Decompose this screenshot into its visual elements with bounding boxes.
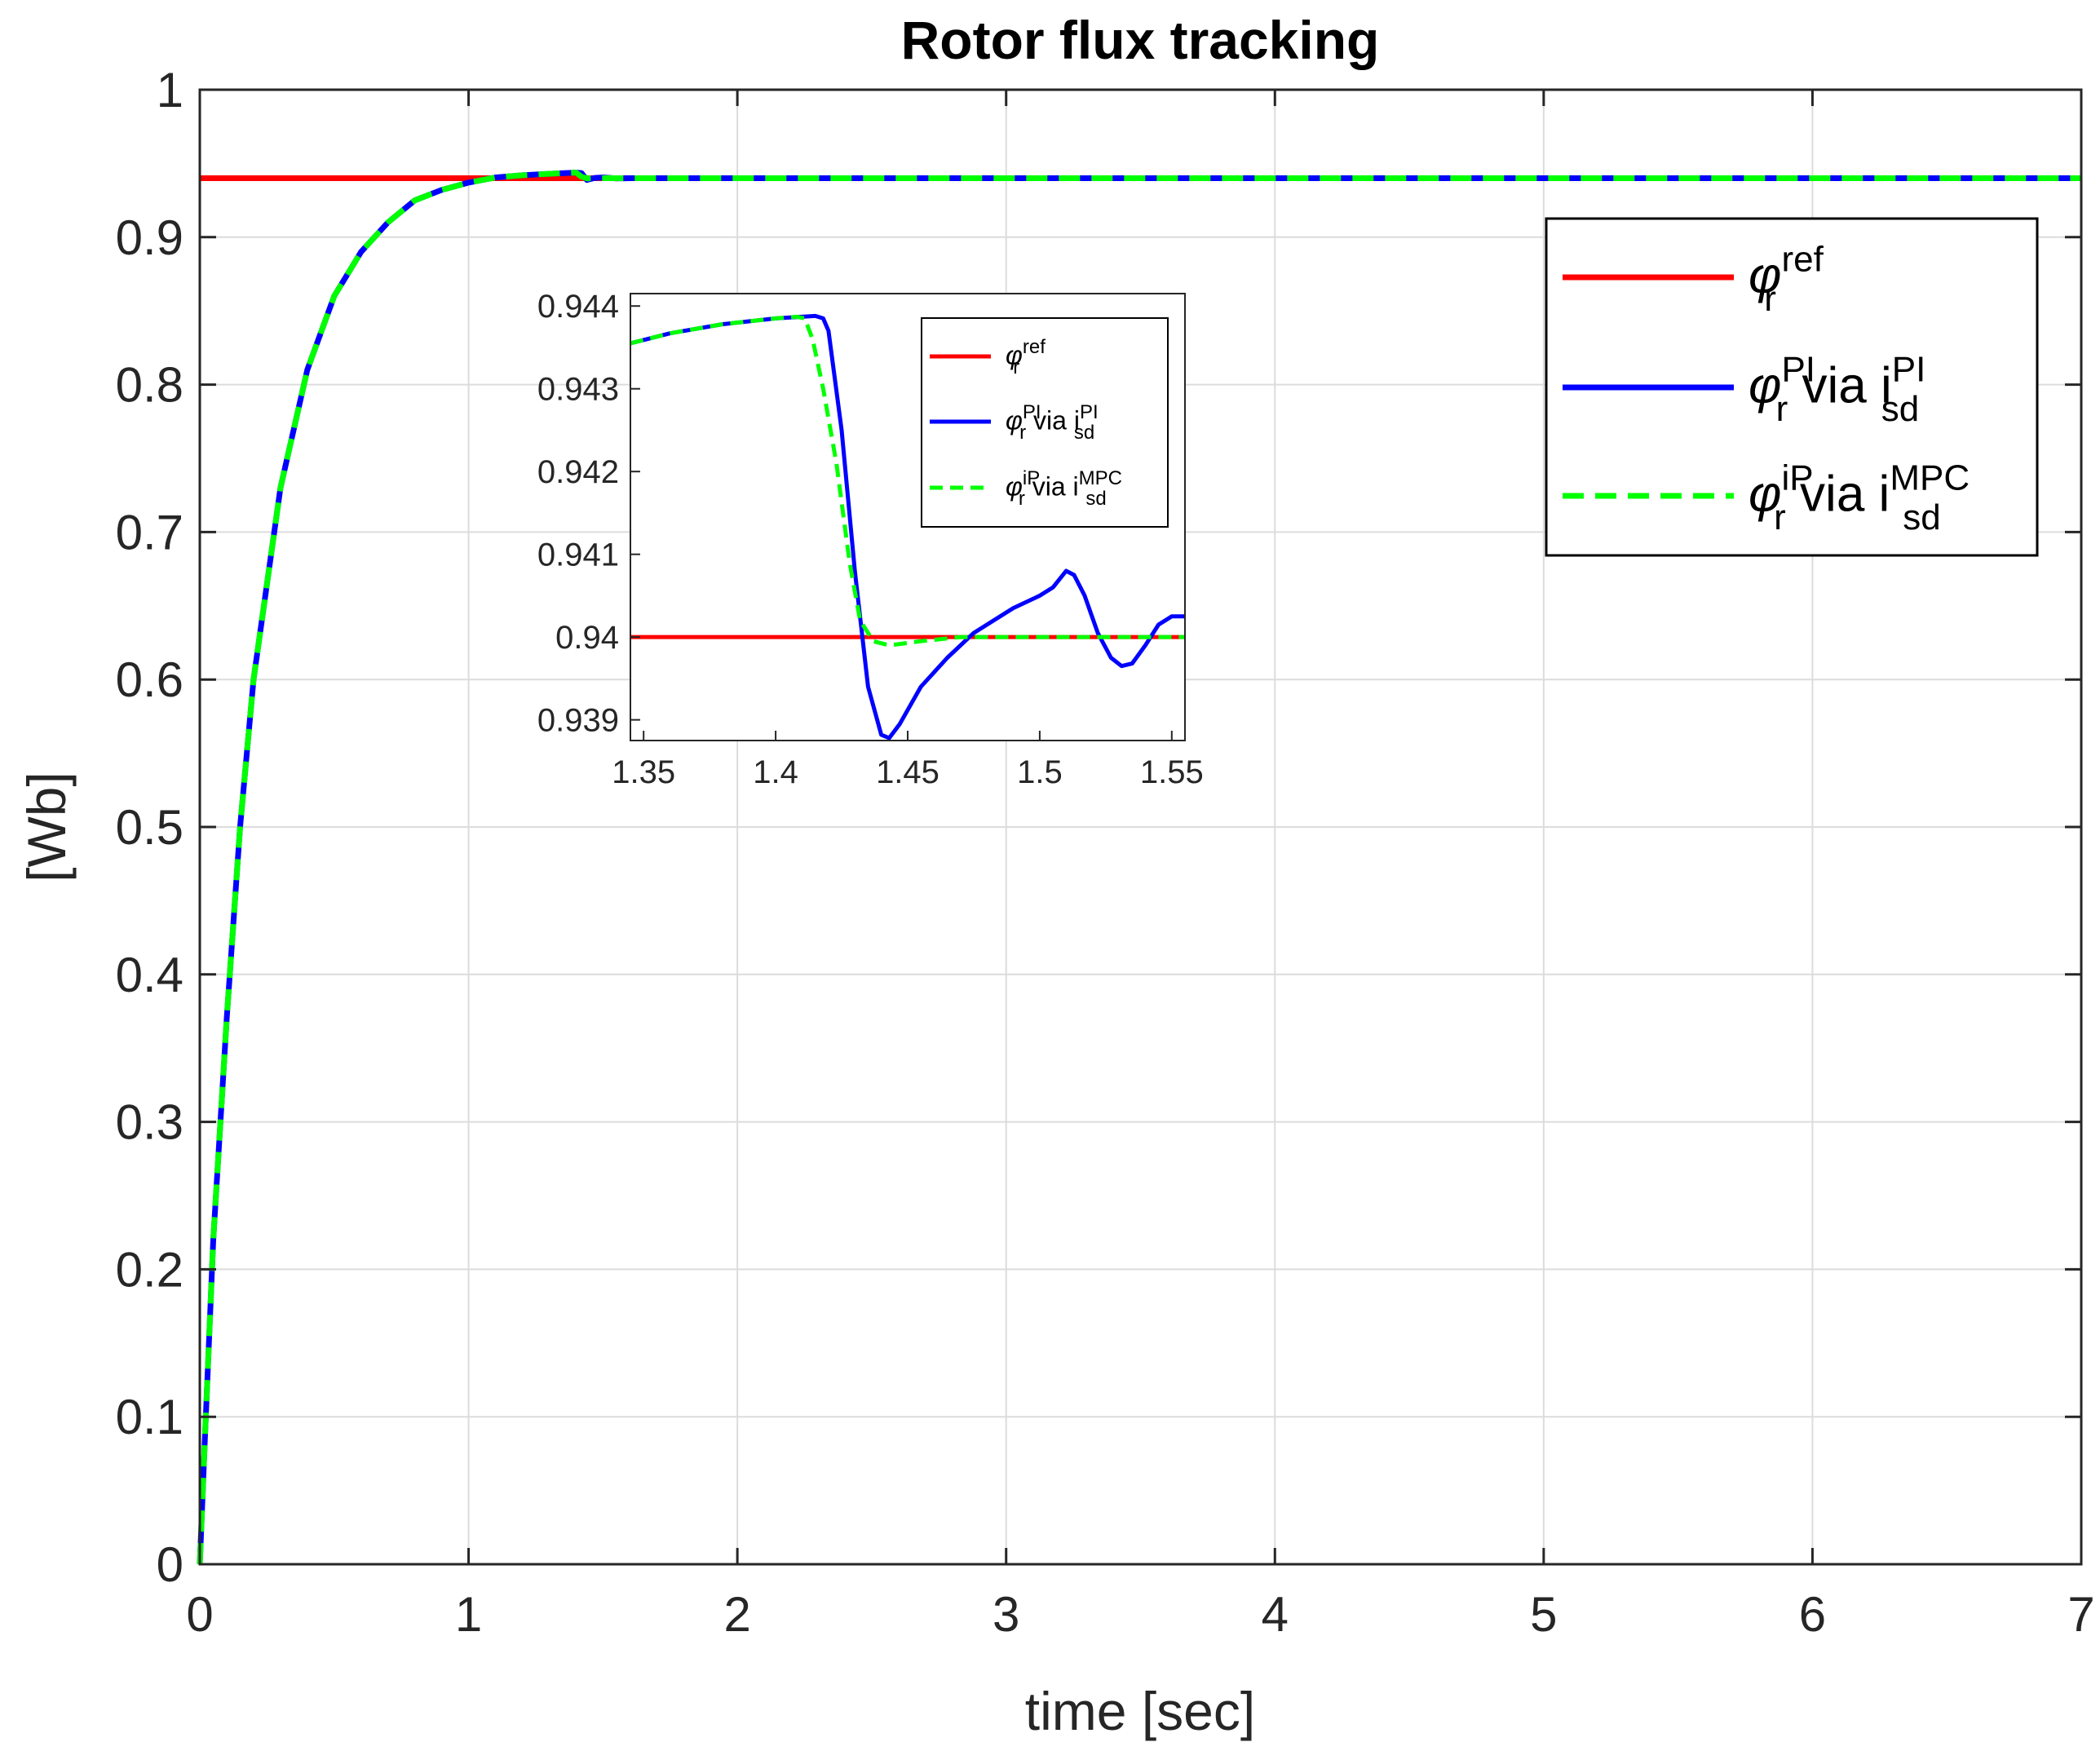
x-tick-label: 6 [1799, 1587, 1826, 1642]
inset-x-tick-label: 1.4 [753, 754, 798, 790]
y-axis-label: [Wb] [16, 772, 77, 882]
inset-plot-lines [630, 313, 1185, 741]
x-tick-label: 4 [1262, 1587, 1289, 1642]
inset-x-tick-label: 1.45 [876, 754, 939, 790]
main-ticks: 0 1 2 3 4 5 6 7 0 0.1 0.2 0.3 0.4 0.5 0.6 0.7 0.8 0.9 1 [116, 63, 2095, 1642]
x-tick-label: 2 [723, 1587, 750, 1642]
y-tick-label: 0.7 [116, 505, 183, 559]
inset-series-2 [630, 313, 1185, 741]
y-tick-label: 0 [157, 1537, 183, 1592]
inset-y-tick-label: 0.943 [537, 372, 619, 408]
y-tick-label: 0.4 [116, 948, 183, 1002]
inset-x-tick-label: 1.55 [1140, 754, 1204, 790]
inset-y-tick-label: 0.944 [537, 289, 619, 325]
y-tick-label: 0.3 [116, 1095, 183, 1150]
inset-series-3 [630, 314, 1185, 648]
inset-y-tick-label: 0.941 [537, 537, 619, 573]
inset-x-tick-label: 1.35 [612, 754, 675, 790]
y-tick-label: 0.8 [116, 358, 183, 413]
y-tick-label: 0.6 [116, 652, 183, 707]
inset-x-tick-label: 1.5 [1017, 754, 1063, 790]
x-tick-label: 5 [1530, 1587, 1557, 1642]
inset-legend-entry-3-label: φiP r via iMPC sd [1006, 467, 1122, 510]
inset-legend-entry-1-label: φref r [1006, 336, 1046, 378]
chart-title: Rotor flux tracking [901, 10, 1380, 70]
main-plot-lines [197, 170, 2081, 1565]
main-legend: φref r φPI r via iPI sd φiP r via iMPC sd [1545, 217, 2039, 557]
y-tick-label: 1 [157, 63, 183, 117]
inset-zoom-plot: 1.35 1.4 1.45 1.5 1.55 0.939 0.94 0.941 0.942 0.9… [537, 289, 1204, 790]
inset-ticks: 1.35 1.4 1.45 1.5 1.55 0.939 0.94 0.941 0.942 0.9… [537, 289, 1204, 790]
main-series-3 [197, 170, 2081, 1565]
x-tick-label: 3 [993, 1587, 1019, 1642]
inset-y-tick-label: 0.942 [537, 454, 619, 490]
main-legend-entry-3-label: φiP r via iMPC sd [1749, 458, 1970, 537]
y-tick-label: 0.5 [116, 800, 183, 855]
x-axis-label: time [sec] [1025, 1681, 1255, 1741]
y-tick-label: 0.1 [116, 1390, 183, 1444]
inset-y-tick-label: 0.94 [555, 620, 619, 656]
y-tick-label: 0.2 [116, 1242, 183, 1297]
x-tick-label: 1 [455, 1587, 482, 1642]
inset-y-tick-label: 0.939 [537, 703, 619, 739]
main-legend-entry-1-label: φref r [1749, 240, 1824, 319]
x-tick-label: 0 [186, 1587, 213, 1642]
x-tick-label: 7 [2067, 1587, 2094, 1642]
inset-legend: φref r φPI r via iPI sd φiP r via iMPC sd [921, 317, 1169, 528]
y-tick-label: 0.9 [116, 210, 183, 265]
inset-legend-entry-2-label: φPI r via iPI sd [1006, 401, 1099, 444]
main-legend-entry-2-label: φPI r via iPI sd [1749, 350, 1925, 429]
